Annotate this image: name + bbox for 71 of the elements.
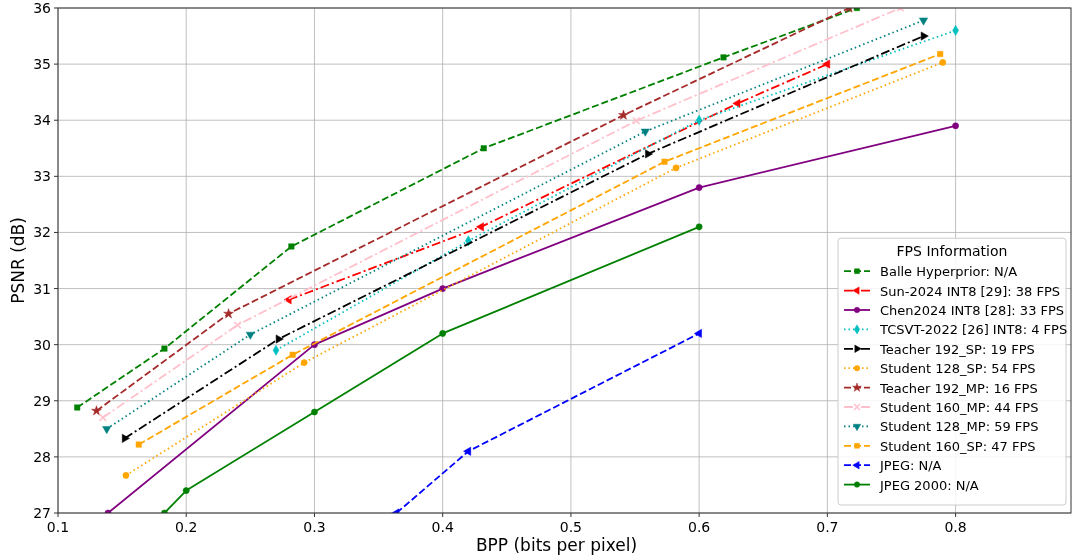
point xyxy=(661,158,668,165)
point xyxy=(640,128,650,137)
point xyxy=(920,31,929,41)
y-tick-label: 35 xyxy=(33,56,51,73)
legend-label: JPEG 2000: N/A xyxy=(879,477,979,493)
point xyxy=(952,122,959,130)
point xyxy=(939,59,947,66)
y-tick-label: 31 xyxy=(33,280,51,297)
point xyxy=(233,320,242,330)
point xyxy=(439,330,447,337)
point xyxy=(822,59,831,69)
legend-label: Sun-2024 INT8 [29]: 38 FPS xyxy=(880,283,1060,299)
x-tick-label: 0.4 xyxy=(431,519,454,535)
point xyxy=(720,54,727,61)
legend-label: TCSVT-2022 [26] INT8: 4 FPS xyxy=(879,322,1068,338)
point xyxy=(937,51,944,57)
x-tick-label: 0.2 xyxy=(175,519,198,535)
point xyxy=(632,116,641,125)
point xyxy=(182,487,190,494)
y-tick-label: 29 xyxy=(33,392,51,409)
point xyxy=(463,446,471,456)
legend-title: FPS Information xyxy=(896,243,1008,260)
point xyxy=(289,351,296,358)
point xyxy=(91,405,102,416)
point xyxy=(288,243,295,250)
point xyxy=(275,334,284,344)
y-tick-label: 34 xyxy=(33,112,52,129)
point xyxy=(919,17,928,26)
point xyxy=(311,408,318,416)
point xyxy=(476,222,484,232)
point xyxy=(480,145,487,152)
y-tick-label: 30 xyxy=(33,336,51,353)
y-tick-label: 27 xyxy=(33,505,51,521)
point xyxy=(122,433,130,443)
point xyxy=(672,164,680,172)
y-tick-label: 32 xyxy=(33,224,51,241)
point xyxy=(223,308,234,319)
legend-label: Student 160_SP: 47 FPS xyxy=(880,438,1036,454)
y-tick-label: 36 xyxy=(33,0,52,16)
point xyxy=(618,109,629,120)
y-tick-label: 33 xyxy=(33,168,51,185)
legend-label: Chen2024 INT8 [28]: 33 FPS xyxy=(880,303,1065,318)
y-tick-label: 28 xyxy=(33,448,51,465)
point xyxy=(695,223,703,231)
x-tick-label: 0.6 xyxy=(688,519,711,535)
point xyxy=(694,329,702,338)
point xyxy=(135,441,142,448)
legend-label: Student 160_MP: 44 FPS xyxy=(880,400,1039,415)
point xyxy=(732,98,741,108)
legend-label: Balle Hyperprior: N/A xyxy=(880,264,1018,280)
point xyxy=(102,426,112,434)
legend-label: JPEG: N/A xyxy=(879,458,942,474)
legend-label: Student 128_MP: 59 FPS xyxy=(880,419,1039,435)
point xyxy=(300,359,308,366)
legend-label: Teacher 192_MP: 16 FPS xyxy=(879,380,1038,396)
legend-label: Student 128_SP: 54 FPS xyxy=(880,361,1036,377)
x-tick-label: 0.7 xyxy=(816,519,839,535)
point xyxy=(645,149,653,159)
point xyxy=(245,331,255,340)
point xyxy=(161,345,168,352)
x-axis-title: BPP (bits per pixel) xyxy=(475,535,638,555)
point xyxy=(695,184,703,191)
x-tick-label: 0.8 xyxy=(944,519,967,535)
point xyxy=(74,404,81,411)
x-tick-label: 0.1 xyxy=(46,519,70,535)
legend-label: Teacher 192_SP: 19 FPS xyxy=(879,341,1035,357)
point xyxy=(122,472,130,479)
x-tick-label: 0.5 xyxy=(559,519,583,535)
point xyxy=(98,413,107,422)
x-tick-label: 0.3 xyxy=(303,519,326,535)
y-axis-title: PSNR (dB) xyxy=(8,217,28,304)
